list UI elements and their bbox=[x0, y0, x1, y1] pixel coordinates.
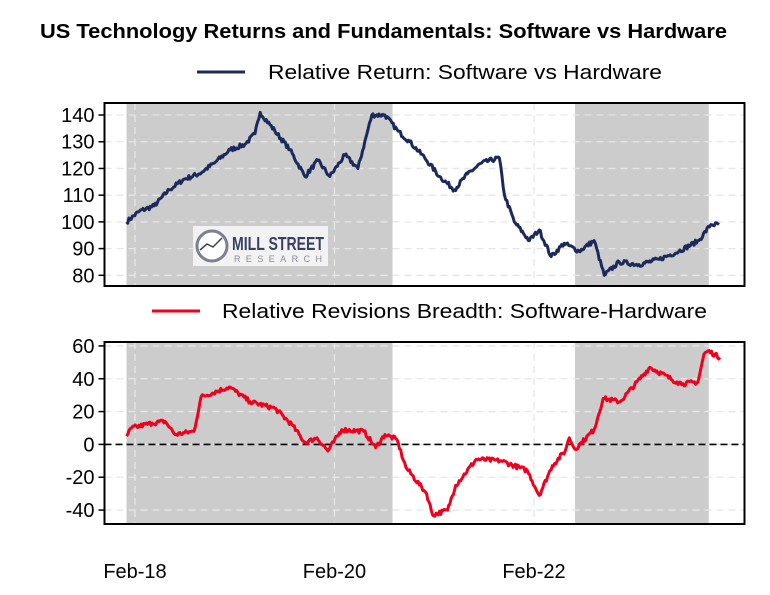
shaded-period bbox=[126, 342, 393, 524]
y-tick-label: -20 bbox=[66, 467, 95, 489]
bottom-panel-revisions-breadth: -40 -20 0 20 40 60 bbox=[66, 336, 746, 525]
chart-line-icon bbox=[199, 237, 223, 251]
y-tick-label: 110 bbox=[63, 185, 95, 207]
x-tick-label: Feb-22 bbox=[502, 561, 565, 583]
legend-label-revisions-breadth: Relative Revisions Breadth: Software-Har… bbox=[222, 301, 707, 323]
series-line bbox=[125, 349, 722, 518]
chart-title: US Technology Returns and Fundamentals: … bbox=[40, 21, 727, 43]
x-tick-label: Feb-18 bbox=[103, 561, 166, 583]
y-tick-label: 20 bbox=[72, 402, 94, 424]
logo-text-line1: MILL STREET bbox=[232, 234, 324, 254]
x-tick-label: Feb-20 bbox=[303, 561, 366, 583]
shaded-period bbox=[574, 342, 709, 524]
y-tick-label: 120 bbox=[61, 158, 94, 180]
y-tick-label: -40 bbox=[66, 500, 95, 522]
y-tick-label: 60 bbox=[72, 336, 94, 358]
plot-frame bbox=[103, 341, 746, 525]
y-tick-label: 100 bbox=[61, 212, 94, 234]
y-tick-label: 130 bbox=[61, 132, 94, 154]
y-tick-label: 40 bbox=[72, 369, 94, 391]
x-axis-labels: Feb-18 Feb-20 Feb-22 bbox=[103, 561, 565, 583]
y-tick-label: 80 bbox=[72, 265, 94, 287]
y-tick-label: 0 bbox=[83, 434, 94, 456]
legend-label-relative-return: Relative Return: Software vs Hardware bbox=[268, 62, 662, 84]
series-line bbox=[125, 110, 720, 277]
plot-frame bbox=[103, 102, 746, 287]
shaded-period bbox=[574, 103, 709, 286]
y-tick-label: 90 bbox=[72, 239, 94, 261]
y-tick-label: 140 bbox=[61, 105, 94, 127]
